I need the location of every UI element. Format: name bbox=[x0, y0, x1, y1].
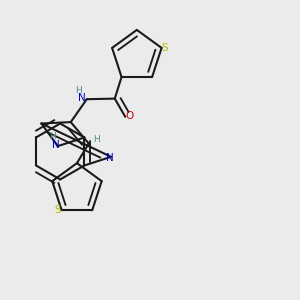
Text: N: N bbox=[106, 153, 113, 163]
Text: S: S bbox=[55, 205, 62, 215]
Text: O: O bbox=[125, 111, 134, 121]
Text: N: N bbox=[52, 140, 59, 150]
Text: H: H bbox=[75, 86, 82, 95]
Text: H: H bbox=[93, 136, 100, 145]
Text: S: S bbox=[162, 43, 168, 53]
Text: N: N bbox=[78, 93, 86, 103]
Text: H: H bbox=[49, 132, 56, 141]
